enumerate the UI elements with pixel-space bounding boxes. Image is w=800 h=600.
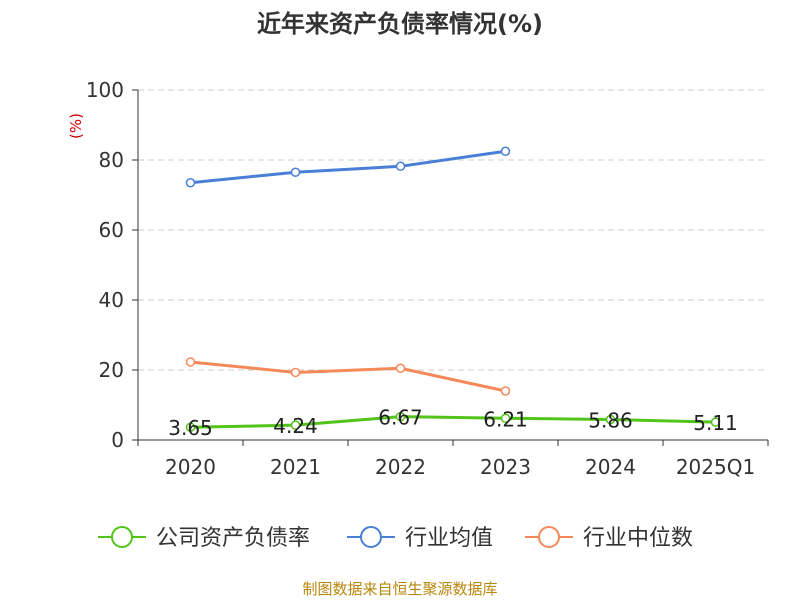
y-tick-label: 100 (86, 78, 124, 102)
data-labels: 3.65 4.24 6.67 6.21 5.86 5.11 (168, 406, 738, 441)
data-point (185, 422, 196, 432)
data-label: 5.86 (588, 408, 633, 432)
legend-label: 公司资产负债率 (156, 526, 310, 551)
data-label: 3.65 (168, 416, 213, 440)
y-tick-label: 20 (99, 358, 124, 382)
x-tick-label: 2022 (375, 455, 426, 479)
data-point (500, 386, 511, 396)
gridlines (138, 89, 768, 371)
data-point (185, 357, 196, 367)
y-tick-label: 60 (99, 218, 124, 242)
axes: 0 20 40 60 80 100(%) 2020 2021 2022 2023 2024 2025Q… (67, 78, 769, 479)
chart-title: 近年来资产负债率情况(%) (257, 10, 543, 38)
series-line (189, 149, 507, 185)
data-label: 6.67 (378, 406, 423, 430)
data-point (395, 363, 406, 373)
x-tick-label: 2021 (270, 455, 321, 479)
x-tick-label: 2020 (165, 455, 216, 479)
y-tick-label: 40 (99, 288, 124, 312)
y-axis-label: (%) (67, 113, 85, 139)
data-label: 4.24 (273, 414, 318, 438)
y-tick-label: 80 (99, 148, 124, 172)
series-line (189, 415, 717, 429)
data-source-note: 制图数据来自恒生聚源数据库 (302, 580, 498, 598)
x-tick-label: 2025Q1 (676, 455, 755, 479)
data-point (395, 411, 406, 422)
series-line (189, 360, 507, 393)
legend-marker (538, 526, 560, 548)
data-point (710, 417, 721, 427)
legend: 公司资产负债率 行业均值 行业中位数 (98, 526, 693, 551)
legend-label: 行业均值 (405, 526, 493, 551)
data-point (500, 146, 511, 156)
legend-label: 行业中位数 (583, 526, 693, 551)
data-point (290, 420, 301, 430)
data-point (605, 414, 616, 425)
data-point (500, 413, 511, 424)
data-point (185, 178, 196, 188)
legend-marker (360, 526, 382, 548)
data-point (290, 367, 301, 378)
y-tick-label: 0 (111, 428, 124, 452)
x-tick-label: 2023 (480, 455, 531, 479)
x-tick-label: 2024 (585, 455, 636, 479)
data-label: 6.21 (483, 407, 528, 431)
data-point (395, 161, 406, 172)
data-label: 5.11 (693, 411, 738, 435)
series-points (185, 146, 721, 432)
data-point (290, 167, 301, 177)
legend-marker (111, 526, 133, 548)
series-lines (189, 149, 717, 429)
